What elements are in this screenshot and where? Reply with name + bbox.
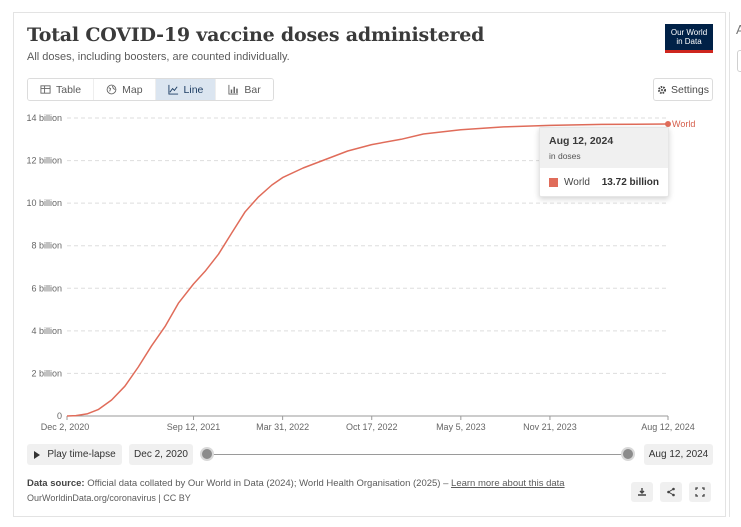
x-tick-label: May 5, 2023 — [436, 422, 486, 432]
tab-line-label: Line — [183, 83, 204, 96]
download-button[interactable] — [631, 482, 653, 502]
timeline-start-handle[interactable] — [200, 447, 214, 461]
y-tick-label: 6 billion — [31, 283, 62, 293]
tab-bar-label: Bar — [244, 83, 261, 96]
timeline-end-date[interactable]: Aug 12, 2024 — [644, 444, 713, 465]
x-tick-label: Oct 17, 2022 — [346, 422, 398, 432]
tab-table-label: Table — [56, 83, 82, 96]
learn-more-link[interactable]: Learn more about this data — [451, 478, 565, 489]
tab-map-label: Map — [122, 83, 143, 96]
tooltip-row: World 13.72 billion — [540, 168, 668, 188]
y-tick-label: 12 billion — [26, 156, 62, 166]
line-chart: 0 2 billion 4 billion 6 billion 8 billion 10 … — [26, 113, 695, 432]
series-end-point — [665, 120, 671, 127]
tooltip-date: Aug 12, 2024 — [549, 135, 614, 147]
tooltip-entity: World — [564, 177, 590, 188]
side-panel-letter: A — [736, 22, 741, 37]
series-end-label: World — [672, 119, 695, 129]
source-label: Data source: — [27, 478, 85, 489]
settings-label: Settings — [671, 83, 709, 96]
tooltip-value: 13.72 billion — [601, 177, 659, 188]
y-tick-label: 2 billion — [31, 368, 62, 378]
y-tick-label: 10 billion — [26, 198, 62, 208]
chart-subtitle: All doses, including boosters, are count… — [27, 51, 290, 63]
timeline-start-date[interactable]: Dec 2, 2020 — [129, 444, 193, 465]
x-tick-label: Sep 12, 2021 — [167, 422, 221, 432]
series-line-world — [66, 123, 669, 417]
logo-line-2: in Data — [676, 37, 702, 46]
x-tick-label: Mar 31, 2022 — [256, 422, 309, 432]
download-icon — [638, 488, 646, 496]
x-tick-label: Dec 2, 2020 — [41, 422, 90, 432]
timeline-slider-track[interactable] — [208, 454, 628, 455]
x-tick-label: Nov 21, 2023 — [523, 422, 577, 432]
gear-icon — [658, 85, 667, 94]
data-source: Data source: Official data collated by O… — [27, 478, 565, 489]
chart-title: Total COVID-19 vaccine doses administere… — [27, 24, 485, 46]
source-url[interactable]: OurWorldinData.org/coronavirus | CC BY — [27, 493, 191, 503]
line-chart-icon — [168, 84, 178, 95]
logo-line-1: Our World — [670, 28, 708, 37]
y-tick-label: 8 billion — [31, 241, 62, 251]
y-tick-label: 14 billion — [26, 113, 62, 123]
fullscreen-icon — [695, 487, 705, 497]
owid-logo[interactable]: Our World in Data — [665, 24, 713, 53]
tab-map[interactable]: Map — [94, 79, 156, 100]
play-icon — [34, 450, 41, 459]
y-tick-label: 0 — [57, 411, 62, 421]
play-timelapse-button[interactable]: Play time-lapse — [27, 444, 122, 465]
play-label: Play time-lapse — [47, 449, 116, 460]
y-tick-label: 4 billion — [31, 326, 62, 336]
tab-bar[interactable]: Bar — [216, 79, 273, 100]
share-button[interactable] — [660, 482, 682, 502]
timeline-end-handle[interactable] — [621, 447, 635, 461]
settings-button[interactable]: Settings — [653, 78, 713, 101]
view-tabs: Table Map Line Bar — [27, 78, 274, 101]
tab-line[interactable]: Line — [155, 79, 217, 100]
tooltip-swatch — [549, 178, 558, 187]
globe-icon — [106, 84, 117, 95]
hover-tooltip: Aug 12, 2024 in doses World 13.72 billio… — [539, 127, 669, 197]
bar-chart-icon — [228, 84, 239, 95]
side-panel-input[interactable] — [737, 50, 741, 72]
fullscreen-button[interactable] — [689, 482, 711, 502]
tab-table[interactable]: Table — [28, 79, 95, 100]
share-icon — [667, 487, 675, 497]
source-text: Official data collated by Our World in D… — [87, 478, 449, 489]
x-tick-label: Aug 12, 2024 — [641, 422, 695, 432]
tooltip-unit: in doses — [549, 151, 581, 161]
table-icon — [40, 85, 51, 94]
side-panel — [729, 12, 741, 517]
